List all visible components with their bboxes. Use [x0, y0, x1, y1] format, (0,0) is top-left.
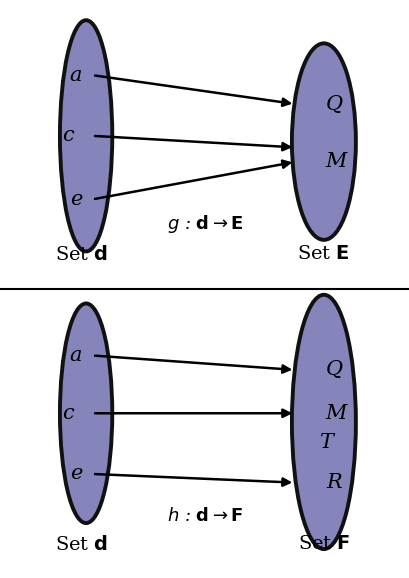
Ellipse shape [291, 295, 355, 549]
Text: c: c [62, 404, 73, 423]
Text: M: M [325, 153, 346, 171]
Text: $h$ : $\mathbf{d}\rightarrow\mathbf{F}$: $h$ : $\mathbf{d}\rightarrow\mathbf{F}$ [166, 506, 243, 525]
Text: Q: Q [325, 95, 342, 113]
Text: a: a [70, 66, 82, 84]
Text: $g$ : $\mathbf{d}\rightarrow\mathbf{E}$: $g$ : $\mathbf{d}\rightarrow\mathbf{E}$ [166, 213, 243, 235]
Text: Set $\mathbf{d}$: Set $\mathbf{d}$ [55, 245, 108, 264]
Text: Set $\mathbf{E}$: Set $\mathbf{E}$ [297, 245, 349, 264]
Ellipse shape [60, 303, 112, 523]
Text: c: c [62, 127, 73, 145]
Text: T: T [318, 433, 332, 451]
Text: a: a [70, 346, 82, 365]
Text: Set $\mathbf{F}$: Set $\mathbf{F}$ [297, 535, 349, 554]
Text: R: R [326, 473, 341, 492]
Ellipse shape [60, 20, 112, 251]
Text: e: e [70, 190, 82, 209]
Text: M: M [325, 404, 346, 423]
Text: e: e [70, 465, 82, 483]
Ellipse shape [291, 43, 355, 240]
Text: Q: Q [325, 361, 342, 379]
Text: Set $\mathbf{d}$: Set $\mathbf{d}$ [55, 535, 108, 554]
